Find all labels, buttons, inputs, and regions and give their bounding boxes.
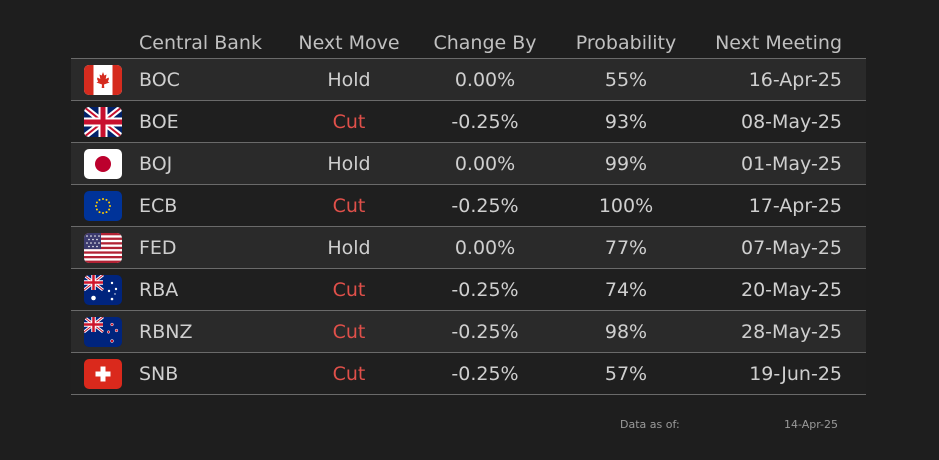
change-by: -0.25%: [451, 278, 519, 301]
data-as-of-date: 14-Apr-25: [784, 418, 839, 431]
next-meeting: 16-Apr-25: [748, 68, 842, 91]
data-as-of-label: Data as of:: [620, 418, 680, 431]
usa-flag-icon: [84, 232, 122, 263]
next-move: Hold: [327, 68, 371, 91]
table-row: BOE Cut -0.25% 93% 08-May-25: [71, 101, 866, 143]
table-row: BOJ Hold 0.00% 99% 01-May-25: [71, 143, 866, 185]
table-row: FED Hold 0.00% 77% 07-May-25: [71, 227, 866, 269]
next-move: Cut: [332, 362, 366, 385]
header-change-by: Change By: [433, 32, 537, 54]
bank-name: BOJ: [139, 152, 173, 175]
probability: 99%: [604, 152, 648, 175]
next-move: Cut: [332, 194, 366, 217]
table-row: SNB Cut -0.25% 57% 19-Jun-25: [71, 353, 866, 395]
bank-name: BOC: [139, 68, 180, 91]
bank-name: ECB: [139, 194, 178, 217]
probability: 100%: [598, 194, 654, 217]
header-central-bank: Central Bank: [139, 32, 262, 54]
header-next-move: Next Move: [298, 32, 400, 54]
table-header: Central Bank Next Move Change By Probabi…: [71, 28, 866, 59]
eu-flag-icon: [84, 190, 122, 221]
change-by: -0.25%: [451, 194, 519, 217]
bank-name: RBNZ: [139, 320, 193, 343]
bank-name: SNB: [139, 362, 179, 385]
table-row: ECB Cut -0.25% 100% 17-Apr-25: [71, 185, 866, 227]
next-meeting: 07-May-25: [740, 236, 842, 259]
next-meeting: 20-May-25: [740, 278, 842, 301]
change-by: 0.00%: [454, 236, 516, 259]
probability: 57%: [604, 362, 648, 385]
bank-name: BOE: [139, 110, 179, 133]
australia-flag-icon: [84, 274, 122, 305]
japan-flag-icon: [84, 148, 122, 179]
next-move: Hold: [327, 152, 371, 175]
next-meeting: 01-May-25: [740, 152, 842, 175]
next-meeting: 19-Jun-25: [749, 362, 842, 385]
uk-flag-icon: [84, 106, 122, 137]
next-move: Cut: [332, 110, 366, 133]
new-zealand-flag-icon: [84, 316, 122, 347]
header-probability: Probability: [575, 32, 677, 54]
table-row: RBA Cut -0.25% 74% 20-May-25: [71, 269, 866, 311]
next-move: Hold: [327, 236, 371, 259]
canada-flag-icon: [84, 64, 122, 95]
change-by: -0.25%: [451, 362, 519, 385]
table-row: BOC Hold 0.00% 55% 16-Apr-25: [71, 59, 866, 101]
switzerland-flag-icon: [84, 358, 122, 389]
change-by: -0.25%: [451, 110, 519, 133]
change-by: 0.00%: [454, 68, 516, 91]
next-meeting: 08-May-25: [740, 110, 842, 133]
change-by: 0.00%: [454, 152, 516, 175]
next-move: Cut: [332, 278, 366, 301]
probability: 55%: [604, 68, 648, 91]
header-next-meeting: Next Meeting: [715, 32, 842, 54]
table-row: RBNZ Cut -0.25% 98% 28-May-25: [71, 311, 866, 353]
probability: 93%: [604, 110, 648, 133]
probability: 77%: [604, 236, 648, 259]
next-meeting: 17-Apr-25: [748, 194, 842, 217]
next-meeting: 28-May-25: [740, 320, 842, 343]
probability: 74%: [604, 278, 648, 301]
next-move: Cut: [332, 320, 366, 343]
bank-name: RBA: [139, 278, 179, 301]
change-by: -0.25%: [451, 320, 519, 343]
bank-name: FED: [139, 236, 177, 259]
probability: 98%: [604, 320, 648, 343]
rate-expectations-table: Central Bank Next Move Change By Probabi…: [71, 28, 866, 395]
